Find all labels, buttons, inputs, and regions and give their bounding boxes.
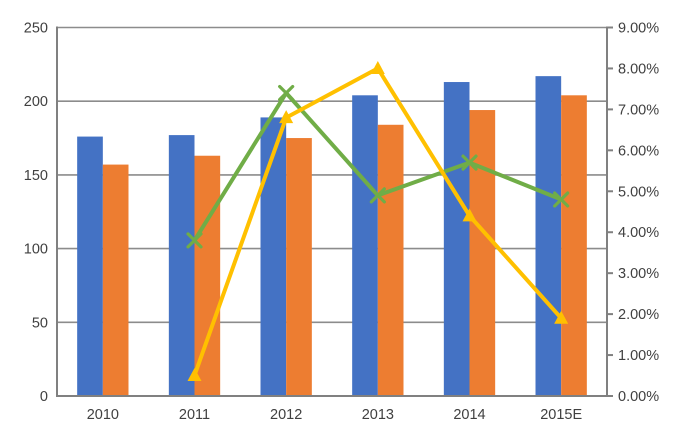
triangle-marker-2011	[187, 368, 202, 382]
category-label-2011: 2011	[179, 407, 210, 423]
right-axis-label: 9.00%	[618, 21, 659, 37]
triangle-marker-2014	[462, 208, 477, 222]
orange-bars-bar-2013	[377, 124, 404, 396]
right-axis-label: 3.00%	[618, 266, 659, 282]
category-label-2012: 2012	[270, 407, 302, 423]
triangle-marker-2012	[279, 110, 294, 124]
x-marker-2014	[461, 154, 478, 171]
blue-bars-bar-2013	[352, 95, 378, 396]
right-axis-label: 5.00%	[618, 184, 659, 200]
left-axis-label: 100	[24, 242, 48, 258]
category-label-2015E: 2015E	[540, 407, 582, 423]
triangle-marker-2013	[370, 60, 385, 74]
right-axis-label: 0.00%	[618, 389, 659, 405]
left-axis-label: 200	[24, 94, 48, 110]
left-axis-label: 150	[24, 168, 48, 184]
category-label-2010: 2010	[87, 407, 119, 423]
orange-bars-bar-2010	[102, 164, 129, 396]
triangle-marker-2015E	[554, 310, 569, 324]
x-marker-2015E	[553, 191, 570, 208]
category-label-2014: 2014	[453, 407, 485, 423]
x-marker-2011	[186, 232, 203, 249]
x-marker-2012	[278, 84, 295, 102]
right-axis-label: 2.00%	[618, 307, 659, 323]
blue-bars-bar-2012	[260, 117, 287, 396]
orange-bars-bar-2011	[194, 155, 221, 396]
right-axis-label: 6.00%	[618, 143, 659, 159]
orange-bars-bar-2014	[469, 110, 496, 396]
blue-bars-bar-2014	[443, 82, 470, 397]
left-axis-label: 50	[32, 315, 48, 331]
left-axis-label: 0	[40, 389, 48, 405]
x-marker-2013	[369, 187, 386, 204]
orange-bars-bar-2012	[286, 138, 312, 397]
right-axis-label: 7.00%	[618, 102, 659, 118]
blue-bars-bar-2011	[168, 135, 195, 397]
orange-bars-bar-2015E	[561, 95, 587, 396]
category-label-2013: 2013	[362, 407, 394, 423]
right-axis-label: 4.00%	[618, 225, 659, 241]
right-axis-label: 1.00%	[618, 348, 659, 364]
blue-bars-bar-2010	[77, 136, 103, 397]
left-axis-label: 250	[24, 21, 48, 37]
blue-bars-bar-2015E	[535, 76, 562, 396]
right-axis-label: 8.00%	[618, 61, 659, 77]
